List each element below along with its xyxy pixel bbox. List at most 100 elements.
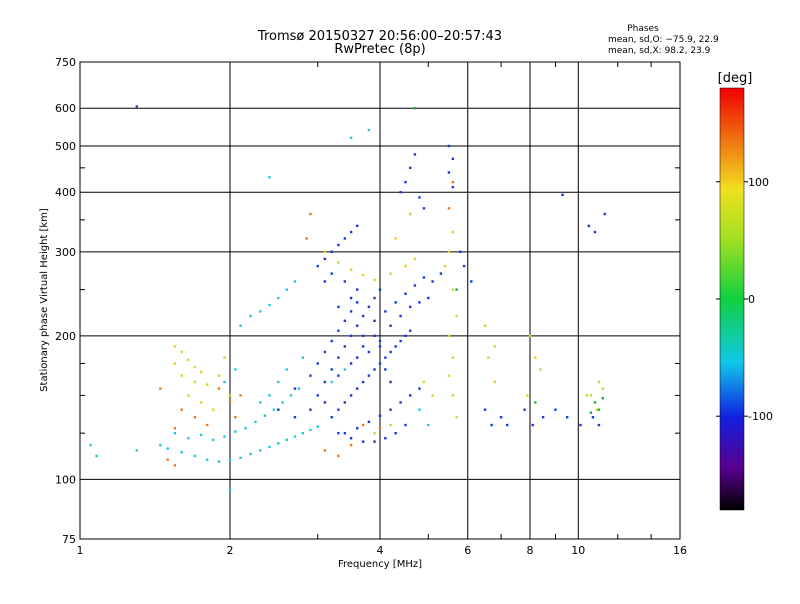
y-tick-label: 200 [55, 330, 76, 343]
data-point [404, 264, 407, 268]
data-point [541, 416, 545, 419]
x-axis-ticks: 1 2 4 8 16 6 10 [77, 62, 687, 557]
data-point [531, 423, 534, 427]
data-point [451, 180, 455, 184]
data-point [234, 430, 237, 433]
data-point [349, 394, 353, 397]
y-tick-label: 750 [55, 56, 76, 69]
data-point [309, 374, 312, 377]
data-point [166, 458, 169, 461]
phase-legend-heading: Phases [627, 24, 659, 34]
data-point [597, 423, 601, 427]
data-point [349, 334, 353, 338]
data-point [447, 171, 451, 174]
data-point [323, 257, 327, 261]
data-point [409, 329, 412, 332]
data-point [187, 394, 190, 397]
data-point [413, 153, 417, 156]
phase-legend-o: mean, sd,O: −75.9, 22.9 [608, 35, 719, 45]
x-tick-label: 16 [673, 544, 687, 557]
data-point [268, 394, 271, 397]
data-point [297, 387, 301, 390]
x-tick-label: 2 [227, 544, 234, 557]
data-point [389, 408, 392, 411]
data-point [301, 431, 305, 435]
colorbar-label: [deg] [718, 71, 753, 86]
data-point [413, 257, 417, 261]
data-point [355, 324, 359, 327]
data-point [330, 380, 333, 384]
data-point [293, 416, 297, 419]
data-point [285, 288, 288, 291]
data-point [254, 420, 257, 424]
data-point [316, 394, 319, 397]
data-point [268, 303, 271, 307]
x-axis-label: Frequency [MHz] [338, 559, 422, 570]
x-tick-label: 10 [571, 544, 585, 557]
data-point [228, 394, 232, 397]
data-point [343, 237, 347, 240]
data-point [309, 408, 312, 411]
data-point [323, 401, 327, 404]
data-point [180, 350, 183, 354]
data-point [389, 324, 392, 327]
data-point [451, 230, 455, 234]
data-point [589, 394, 593, 397]
data-point [349, 230, 353, 234]
data-point [277, 380, 280, 384]
data-point [293, 280, 297, 283]
chart-subtitle: RwPretec (8p) [334, 42, 425, 57]
y-axis-ticks: 75 100 200 300 400 500 600 750 [55, 56, 680, 546]
data-point [135, 105, 138, 108]
data-point [173, 362, 177, 365]
data-point [404, 292, 407, 295]
data-point [199, 433, 203, 437]
data-point [349, 310, 353, 313]
data-point [455, 416, 458, 419]
data-point [373, 319, 376, 323]
data-point [399, 314, 402, 318]
data-point [601, 387, 605, 390]
data-point [443, 264, 447, 268]
data-point [585, 394, 588, 397]
data-point [505, 423, 509, 427]
data-point [355, 224, 359, 228]
data-point [534, 356, 537, 359]
data-point [367, 374, 371, 377]
data-point [565, 416, 569, 419]
data-point [378, 345, 382, 348]
data-point [459, 250, 462, 254]
y-tick-label: 500 [55, 140, 76, 153]
data-point [422, 380, 426, 384]
data-point [409, 212, 412, 216]
data-point [349, 443, 353, 447]
data-point [361, 423, 365, 427]
data-point [330, 368, 333, 371]
data-point [180, 374, 183, 377]
data-point [591, 416, 595, 419]
data-point [323, 250, 327, 254]
data-point [323, 380, 327, 384]
data-point [272, 408, 276, 411]
x-tick-label: 6 [464, 544, 471, 557]
data-point [361, 345, 365, 348]
x-tick-label: 8 [527, 544, 534, 557]
data-point [199, 401, 203, 404]
data-point [455, 288, 458, 291]
data-point [337, 356, 340, 359]
data-point [603, 212, 606, 216]
data-point [404, 180, 407, 184]
data-point [173, 431, 177, 435]
data-point [330, 272, 333, 275]
y-axis-label: Stationary phase Virtual Height [km] [39, 208, 50, 392]
data-point [399, 339, 402, 343]
data-point [427, 296, 430, 300]
data-point [239, 394, 242, 397]
data-point [316, 264, 319, 268]
data-point [431, 280, 434, 283]
data-point [361, 440, 365, 443]
data-point [539, 368, 542, 371]
data-point [234, 368, 237, 371]
data-point [223, 356, 226, 359]
